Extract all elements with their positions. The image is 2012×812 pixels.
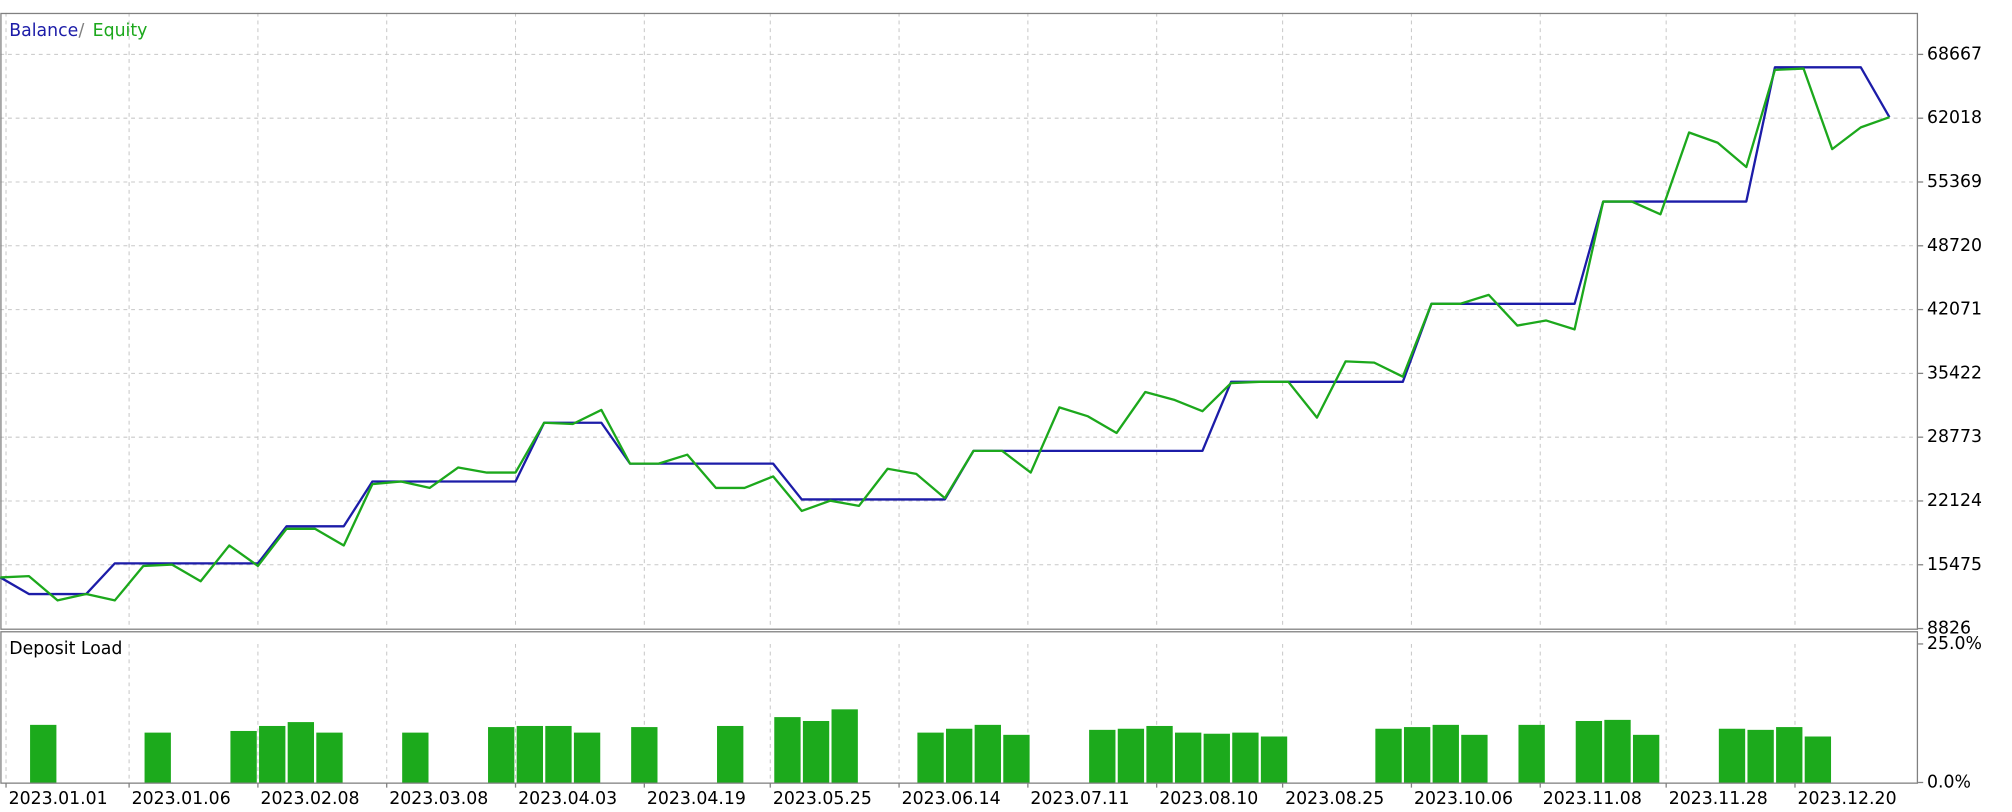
x-tick-label: 2023.06.14: [902, 789, 1001, 809]
bar: [1203, 733, 1230, 783]
x-tick-label: 2023.01.06: [132, 789, 231, 809]
bar: [316, 732, 343, 783]
x-tick-label: 2023.05.25: [773, 789, 872, 809]
bar: [144, 732, 171, 783]
bar: [802, 720, 830, 783]
main-panel: [0, 12, 1919, 630]
bar: [774, 717, 801, 783]
bar: [1632, 734, 1660, 783]
bar: [1776, 727, 1803, 783]
x-tick-label: 2023.12.20: [1798, 789, 1897, 809]
x-tick-label: 2023.01.01: [9, 789, 108, 809]
bar: [1003, 734, 1030, 783]
bar: [1461, 734, 1488, 783]
bar: [1604, 719, 1631, 783]
x-tick-label: 2023.03.08: [389, 789, 488, 809]
bar: [1518, 724, 1545, 783]
y-tick-label: 55369: [1927, 172, 1982, 192]
bar: [831, 709, 858, 783]
y-tick-label: 22124: [1927, 491, 1982, 511]
bar: [1117, 728, 1145, 783]
y-tick-label: 28773: [1927, 427, 1982, 447]
x-tick-label: 2023.02.08: [260, 789, 359, 809]
legend-separator: /: [79, 21, 85, 41]
legend-entry: Balance: [9, 21, 78, 41]
y-tick-label: 15475: [1927, 555, 1982, 575]
bar: [1432, 724, 1459, 783]
series-line: [0, 67, 1890, 602]
bar: [1232, 732, 1259, 783]
y-tick-label: 8826: [1927, 619, 1971, 639]
x-tick-label: 2023.10.06: [1414, 789, 1513, 809]
bar: [573, 732, 601, 783]
x-tick-label: 2023.04.19: [647, 789, 746, 809]
bar: [1747, 729, 1774, 783]
bar: [631, 727, 658, 783]
bar: [1575, 720, 1603, 783]
x-tick-label: 2023.11.08: [1543, 789, 1642, 809]
bar: [402, 732, 429, 783]
bar: [230, 730, 257, 783]
x-tick-label: 2023.08.25: [1285, 789, 1384, 809]
y-tick-label: 35422: [1927, 363, 1982, 383]
bar: [259, 725, 286, 783]
bar: [1146, 725, 1173, 783]
x-tick-label: 2023.11.28: [1669, 789, 1768, 809]
bar: [974, 724, 1001, 783]
bar: [287, 722, 315, 783]
bar: [1804, 736, 1832, 783]
y-tick-label: 42071: [1927, 300, 1982, 320]
x-tick-label: 2023.08.10: [1159, 789, 1258, 809]
bar: [1089, 729, 1116, 783]
bar: [516, 725, 543, 783]
series-line: [0, 66, 1891, 596]
panel-title: Deposit Load: [9, 639, 122, 659]
bar: [1260, 736, 1288, 783]
bar: [545, 725, 572, 783]
y-tick-label: 48720: [1927, 236, 1982, 256]
x-tick-label: 2023.07.11: [1030, 789, 1129, 809]
y-tick-label: 62018: [1927, 108, 1982, 128]
y-tick-label: 25.0%: [1927, 634, 1982, 654]
x-tick-label: 2023.04.03: [518, 789, 617, 809]
y-tick-label: 68667: [1927, 44, 1982, 64]
bar: [1403, 727, 1431, 783]
y-tick-label: 0.0%: [1927, 772, 1971, 792]
bar: [30, 724, 57, 783]
bar: [717, 725, 744, 783]
bar: [1718, 728, 1746, 783]
bar: [488, 727, 515, 783]
bar: [1375, 728, 1402, 783]
legend-entry: Equity: [93, 21, 148, 41]
load-panel: [0, 631, 1919, 784]
bar: [946, 728, 973, 783]
bar: [1174, 732, 1202, 783]
bar: [917, 732, 944, 783]
